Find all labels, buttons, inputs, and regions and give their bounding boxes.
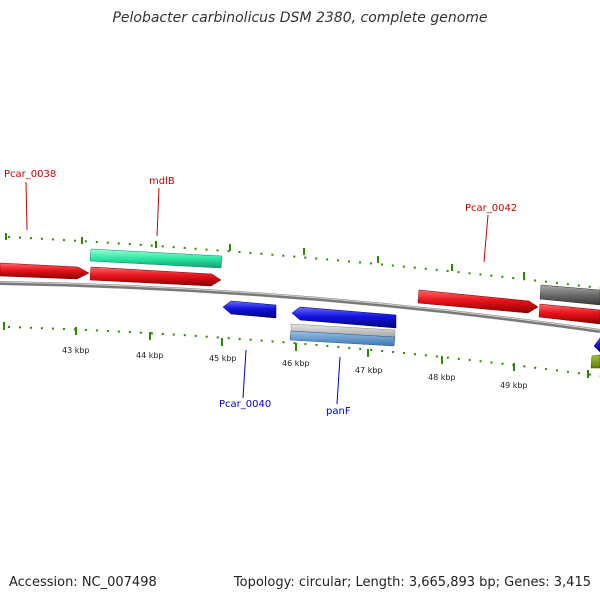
gene-arrow-pcar-0038[interactable] [0,262,90,280]
forward-strand-genes [0,262,600,325]
feature-mdlb-rna[interactable] [89,248,223,269]
feature-label-mdlb: mdlB [149,176,175,187]
feature-label-pcar-0038: Pcar_0038 [4,169,56,180]
scale-label: 47 kbp [355,366,383,375]
gene-arrow-forward-edge[interactable] [538,303,600,325]
gene-arrow-pcar-0040[interactable] [222,300,277,319]
scale-label: 46 kbp [282,359,310,368]
scale-labels: 43 kbp 44 kbp 45 kbp 46 kbp 47 kbp 48 kb… [62,346,528,390]
leader-line [156,187,160,237]
map-title: Pelobacter carbinolicus DSM 2380, comple… [112,10,488,26]
scale-label: 49 kbp [500,381,528,390]
accession-text: Accession: NC_007498 [9,575,157,590]
leader-line [336,356,341,405]
feature-label-pcar-0040: Pcar_0040 [219,399,271,410]
forward-feature-labels: Pcar_0038 mdlB Pcar_0042 [4,169,517,263]
genome-backbone [0,281,600,333]
gene-arrow-reverse-edge[interactable] [593,337,600,353]
feature-label-panf: panF [326,406,351,417]
scale-label: 43 kbp [62,346,90,355]
feature-label-pcar-0042: Pcar_0042 [465,203,517,214]
reverse-strand-genes [222,300,600,353]
feature-olive[interactable] [590,354,600,369]
gene-arrow-panf[interactable] [291,306,397,329]
leader-line [483,214,489,263]
gene-arrow-mdlb[interactable] [89,266,222,287]
scale-label: 48 kbp [428,373,456,382]
feature-panf-steel[interactable] [289,330,396,347]
leader-line [242,349,247,399]
reverse-feature-labels: Pcar_0040 panF [219,349,351,417]
genome-summary-text: Topology: circular; Length: 3,665,893 bp… [233,575,591,590]
scale-label: 44 kbp [136,351,164,360]
genome-backbone-highlight [0,281,600,331]
inner-scale-ticks [3,322,600,378]
gene-arrow-pcar-0042[interactable] [417,289,539,314]
leader-line [25,181,28,231]
scale-label: 45 kbp [209,354,237,363]
feature-grey[interactable] [539,284,600,306]
outer-scale-ticks [5,233,600,289]
